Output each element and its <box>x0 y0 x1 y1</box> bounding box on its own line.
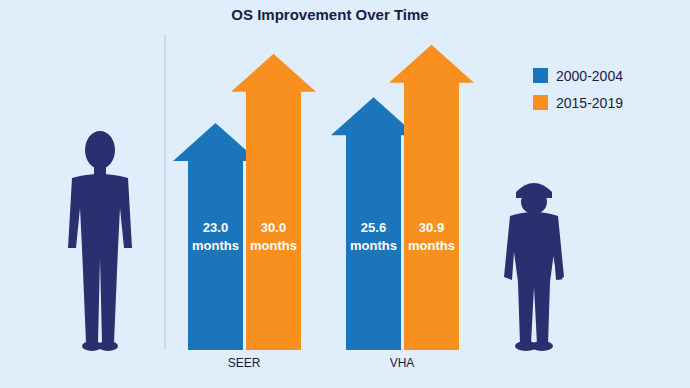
svg-text:SEER: SEER <box>228 356 261 370</box>
svg-text:30.9months: 30.9months <box>408 220 455 253</box>
html-text:2015-2019: 2015-2019 <box>556 94 623 111</box>
svg-text:30.0months: 30.0months <box>250 220 297 253</box>
svg-text:25.6months: 25.6months <box>350 220 397 253</box>
html-text:2000-2004: 2000-2004 <box>556 67 623 84</box>
html-text:OS Improvement Over Time: OS Improvement Over Time <box>231 6 429 23</box>
svg-text:VHA: VHA <box>390 356 415 370</box>
svg-text:23.0months: 23.0months <box>192 220 239 253</box>
